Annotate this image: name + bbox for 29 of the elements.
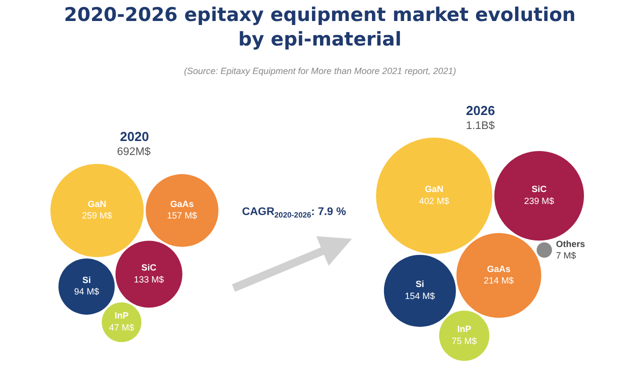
category-label: SiC	[532, 184, 548, 194]
data-label: 154 M$	[404, 290, 435, 301]
category-label: GaAs	[487, 264, 511, 274]
category-label: SiC	[141, 262, 157, 273]
category-label: Others	[556, 239, 586, 249]
category-label: GaAs	[170, 198, 194, 209]
text: 1.1B$	[466, 120, 495, 132]
category-label: Si	[416, 279, 424, 290]
category-label: GaN	[88, 198, 106, 209]
text: 2020-2026 epitaxy equipment market evolution by epi-material	[64, 4, 576, 51]
text: 2020	[120, 129, 149, 144]
data-label: 214 M$	[484, 276, 514, 286]
category-label: InP	[457, 324, 472, 334]
text: (Source: Epitaxy Equipment for More than Moore 2021 report, 2021)	[184, 66, 456, 76]
text: 2026	[466, 103, 495, 118]
data-label: 47 M$	[109, 322, 134, 332]
data-label: 402 M$	[419, 196, 450, 206]
data-label: 157 M$	[167, 210, 198, 221]
data-label: 7 M$	[556, 250, 576, 261]
data-label: 239 M$	[524, 196, 554, 206]
text: 692M$	[117, 146, 151, 158]
text: CAGR$_{2020-2026}$: 7.9 %	[242, 206, 346, 220]
category-label: InP	[114, 310, 129, 321]
data-label: 94 M$	[74, 286, 100, 297]
category-label: Si	[82, 274, 91, 285]
category-label: GaN	[424, 184, 444, 194]
data-label: 259 M$	[82, 210, 112, 221]
data-label: 133 M$	[134, 274, 164, 284]
data-label: 75 M$	[452, 336, 477, 346]
